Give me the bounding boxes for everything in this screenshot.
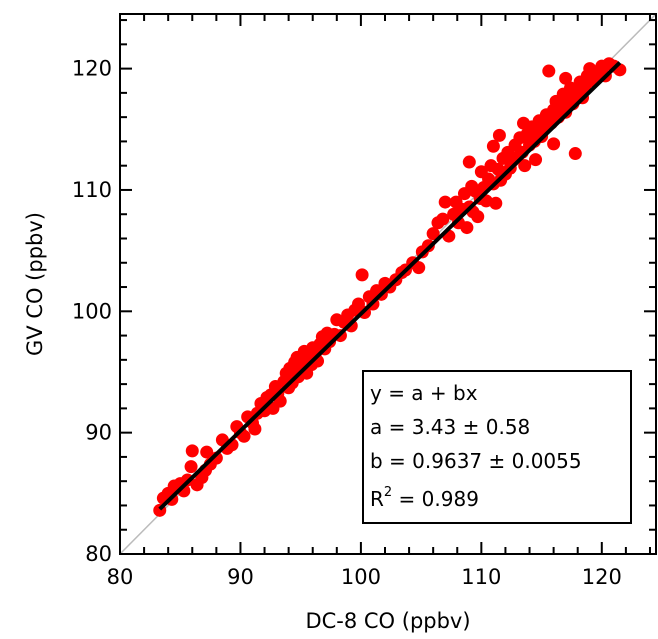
data-point (436, 212, 450, 226)
data-point (547, 137, 561, 151)
data-point (248, 422, 262, 436)
data-point (471, 210, 485, 224)
x-tick-label: 90 (227, 565, 254, 589)
y-tick-labels: 80 90 100 110 120 (72, 57, 112, 566)
data-point (460, 221, 474, 235)
x-tick-label: 120 (582, 565, 622, 589)
r2-superscript: 2 (384, 485, 392, 500)
data-point (184, 460, 198, 474)
annotation-line-model: y = a + bx (370, 381, 478, 405)
axis-ticks (119, 14, 656, 555)
data-point (200, 445, 214, 459)
data-point (438, 195, 452, 209)
plot-frame (119, 13, 657, 555)
annotation-line-intercept: a = 3.43 ± 0.58 (370, 415, 530, 439)
annotation-line-slope: b = 0.9637 ± 0.0055 (370, 449, 582, 473)
y-tick-label: 120 (72, 57, 112, 81)
data-point (492, 128, 506, 142)
data-point (355, 268, 369, 282)
x-tick-label: 100 (341, 565, 381, 589)
data-point (529, 153, 543, 167)
data-point (542, 64, 556, 78)
data-point (486, 139, 500, 153)
r2-symbol: R (370, 487, 384, 511)
fit-line-layer (158, 61, 622, 511)
x-tick-label: 80 (107, 565, 134, 589)
data-point (489, 196, 503, 210)
y-tick-label: 90 (85, 421, 112, 445)
x-tick-labels: 80 90 100 110 120 (107, 565, 622, 589)
data-point (426, 227, 440, 241)
data-point (559, 71, 573, 85)
annotation-frame (362, 370, 632, 524)
data-point (412, 261, 426, 275)
y-tick-label: 80 (85, 542, 112, 566)
fit-annotation-box: y = a + bx a = 3.43 ± 0.58 b = 0.9637 ± … (362, 370, 632, 524)
data-point (518, 159, 532, 173)
x-tick-label: 110 (461, 565, 501, 589)
r2-value: = 0.989 (392, 487, 479, 511)
y-axis-title: GV CO (ppbv) (23, 212, 47, 356)
y-tick-label: 110 (72, 178, 112, 202)
data-point (462, 155, 476, 169)
x-axis-title: DC-8 CO (ppbv) (305, 609, 470, 633)
data-point (568, 147, 582, 161)
data-point (517, 116, 531, 130)
fit-line (158, 61, 622, 511)
y-tick-label: 100 (72, 299, 112, 323)
annotation-line-r2: R2 = 0.989 (370, 485, 479, 511)
data-point (185, 444, 199, 458)
